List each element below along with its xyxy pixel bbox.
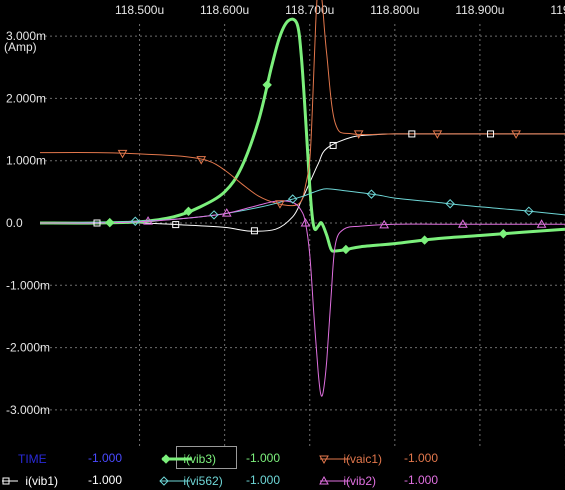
marker-i-vib2-: [379, 219, 390, 229]
legend-swatch-marker: [2, 477, 10, 485]
y-tick-label: -2.000m: [6, 341, 50, 355]
legend-value-vib3: -1.000: [246, 451, 281, 465]
y-tick-label: 0.0: [6, 216, 23, 230]
legend-label-vib3: i(vib3): [183, 451, 217, 466]
series-line-i-vib1-: [39, 133, 565, 232]
legend-swatch-marker: [159, 476, 169, 486]
legend-item-vib2[interactable]: i(vib2): [318, 473, 376, 488]
marker-i-vi562-: [445, 199, 455, 209]
series-line-i-vaic1-: [39, 0, 565, 207]
legend-item-vib1[interactable]: i(vib1): [0, 473, 58, 488]
x-tick-label: 118.900u: [455, 3, 504, 17]
marker-i-vib2-: [221, 208, 232, 217]
marker-i-vib2-: [143, 216, 153, 225]
marker-i-vaic1-: [353, 130, 364, 139]
legend-label-time: TIME: [18, 451, 47, 466]
marker-i-vib1-: [487, 130, 495, 138]
x-axis-tick-labels: 118.500u 118.600u 118.700u 118.800u 118.900u…: [115, 3, 565, 17]
waveform-plot[interactable]: 118.500u 118.600u 118.700u 118.800u 118.900u…: [0, 0, 565, 446]
legend-swatch-marker: [319, 455, 329, 464]
legend-item-vaic1[interactable]: i(vaic1): [318, 451, 382, 466]
x-tick-label: 118.700u: [285, 3, 334, 17]
y-tick-label: -1.000m: [6, 278, 50, 292]
marker-i-vi562-: [524, 206, 534, 216]
diamond-marker-icon: [160, 453, 196, 465]
marker-i-vaic1-: [275, 200, 285, 209]
series-markers: [93, 80, 547, 255]
legend-label-vib2: i(vib2): [343, 473, 377, 488]
series-line-i-vib3-: [39, 17, 565, 253]
legend-item-vib3[interactable]: i(vib3): [160, 451, 216, 466]
legend-item-time[interactable]: TIME: [18, 451, 47, 466]
marker-i-vaic1-: [432, 130, 443, 139]
legend-value-vib2: -1.000: [404, 473, 439, 487]
marker-i-vaic1-: [117, 149, 128, 159]
x-tick-label: 118.500u: [115, 3, 164, 17]
marker-i-vib3-: [105, 217, 115, 228]
marker-i-vib1-: [408, 130, 416, 138]
marker-i-vib1-: [329, 141, 337, 149]
legend-item-vi562[interactable]: i(vi562): [158, 473, 223, 488]
legend-label-vi562: i(vi562): [183, 473, 223, 488]
legend-value-time: -1.000: [88, 451, 123, 465]
legend-value-vaic1: -1.000: [404, 451, 439, 465]
legend-label-vaic1: i(vaic1): [343, 451, 383, 466]
x-tick-label: 118.800u: [370, 3, 419, 17]
triangle-down-marker-icon: [318, 453, 354, 465]
marker-i-vib2-: [300, 217, 311, 227]
legend: TIME -1.000 i(vib3) -1.000 i(vaic1) -1.0…: [0, 446, 565, 490]
y-axis-label: (Amp): [4, 40, 37, 54]
x-tick-label: 119.0: [550, 3, 565, 17]
legend-swatch-marker: [319, 475, 329, 485]
legend-label-vib1: i(vib1): [25, 473, 59, 488]
marker-i-vib2-: [536, 219, 547, 228]
legend-swatch-marker: [161, 454, 171, 464]
marker-i-vib3-: [183, 206, 194, 217]
marker-i-vib1-: [250, 227, 258, 235]
square-marker-icon: [0, 475, 22, 487]
marker-i-vaic1-: [511, 130, 521, 139]
marker-i-vaic1-: [196, 156, 207, 165]
marker-i-vi562-: [130, 216, 141, 226]
y-tick-label: 2.000m: [6, 91, 46, 105]
x-tick-label: 118.600u: [200, 3, 249, 17]
y-tick-label: 3.000m: [6, 29, 46, 43]
series-lines: [39, 0, 565, 397]
marker-i-vib3-: [419, 235, 430, 245]
y-tick-label: 1.000m: [6, 154, 46, 168]
y-tick-label: -3.000m: [6, 403, 50, 417]
triangle-up-marker-icon: [318, 475, 354, 487]
series-line-i-vi562-: [39, 188, 565, 224]
marker-i-vib3-: [262, 80, 272, 90]
marker-i-vib2-: [458, 219, 468, 228]
marker-i-vi562-: [209, 210, 219, 220]
legend-value-vi562: -1.000: [246, 473, 281, 487]
marker-i-vib1-: [172, 221, 180, 229]
y-axis-tick-labels: -3.000m -2.000m -1.000m 0.0 1.000m 2.000m 3.00…: [6, 29, 50, 417]
marker-i-vib1-: [93, 219, 101, 227]
marker-i-vi562-: [288, 194, 298, 204]
marker-i-vib3-: [341, 244, 351, 255]
series-line-i-vib2-: [39, 200, 565, 397]
diamond-open-marker-icon: [158, 475, 194, 487]
marker-i-vib3-: [498, 229, 509, 239]
marker-i-vi562-: [366, 189, 377, 199]
legend-value-vib1: -1.000: [88, 473, 123, 487]
